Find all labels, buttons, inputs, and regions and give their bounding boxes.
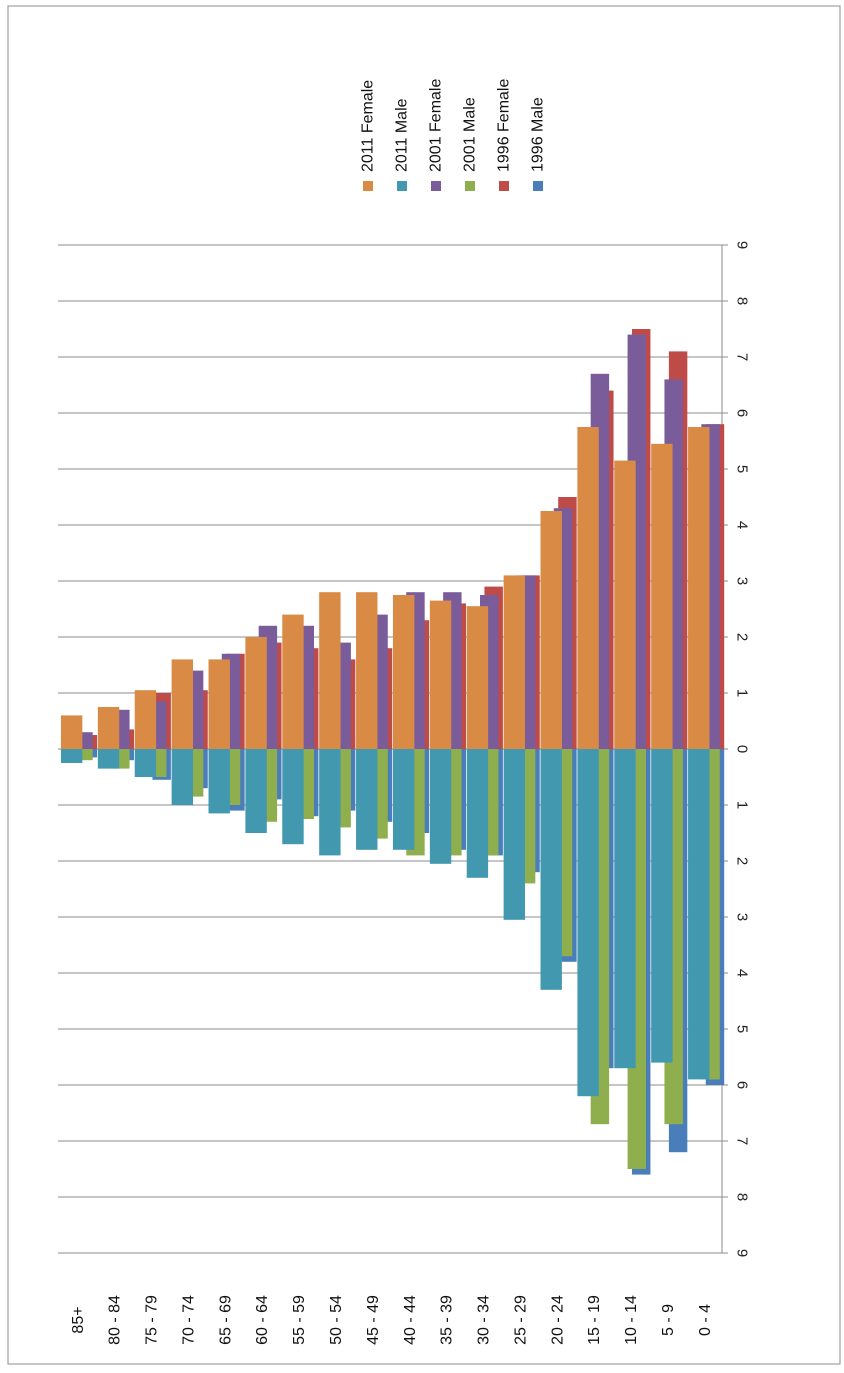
bar-2011-female-60-64 bbox=[245, 637, 267, 749]
bar-2011-female-30-34 bbox=[466, 606, 489, 749]
legend-swatch-2001-female bbox=[431, 181, 441, 191]
bar-2011-male-60-64 bbox=[245, 749, 267, 833]
bar-2011-female-0-4 bbox=[688, 427, 710, 749]
bar-2011-female-55-59 bbox=[282, 614, 304, 749]
bar-2011-female-80-84 bbox=[97, 707, 120, 749]
category-label: 70 - 74 bbox=[180, 1295, 197, 1345]
tick-label: 3 bbox=[734, 577, 751, 585]
legend-label-2011-male: 2011 Male bbox=[394, 98, 411, 172]
category-label: 35 - 39 bbox=[439, 1295, 456, 1345]
bar-2011-male-20-24 bbox=[540, 749, 562, 990]
bar-2011-male-85 bbox=[60, 749, 83, 763]
legend-label-2001-male: 2001 Male bbox=[462, 97, 479, 172]
legend-swatch-2001-male bbox=[465, 181, 475, 191]
tick-label: 6 bbox=[734, 409, 751, 417]
category-label: 5 - 9 bbox=[660, 1304, 677, 1336]
category-label: 65 - 69 bbox=[217, 1295, 234, 1345]
bar-2011-male-70-74 bbox=[171, 749, 194, 805]
tick-label: 7 bbox=[734, 1137, 751, 1145]
category-label: 0 - 4 bbox=[697, 1304, 714, 1336]
bar-2011-male-0-4 bbox=[688, 749, 710, 1080]
legend-label-2001-female: 2001 Female bbox=[428, 79, 445, 172]
bar-2011-female-10-14 bbox=[614, 460, 636, 749]
bar-2011-female-40-44 bbox=[392, 595, 415, 749]
tick-label: 3 bbox=[734, 913, 751, 921]
category-label: 80 - 84 bbox=[107, 1295, 124, 1345]
category-label: 60 - 64 bbox=[254, 1295, 271, 1345]
bar-2011-male-15-19 bbox=[577, 749, 599, 1097]
bar-2011-male-65-69 bbox=[208, 749, 230, 814]
category-labels: 85+ 80 - 84 75 - 79 70 - 74 65 - 69 60 - 64 55… bbox=[70, 1295, 714, 1345]
legend-swatch-2011-female bbox=[363, 181, 373, 191]
legend-label-1996-female: 1996 Female bbox=[496, 79, 513, 172]
tick-label: 4 bbox=[734, 521, 751, 529]
bar-2011-male-5-9 bbox=[651, 749, 673, 1063]
bars bbox=[60, 329, 725, 1175]
legend-swatch-1996-female bbox=[499, 181, 509, 191]
bar-2011-male-50-54 bbox=[319, 749, 341, 856]
category-label: 30 - 34 bbox=[476, 1295, 493, 1345]
bar-2011-female-70-74 bbox=[171, 659, 194, 749]
category-label: 15 - 19 bbox=[586, 1295, 603, 1345]
bar-2011-male-30-34 bbox=[466, 749, 489, 878]
tick-label: 8 bbox=[734, 297, 751, 305]
tick-label: 4 bbox=[734, 969, 751, 977]
bar-2011-female-45-49 bbox=[356, 592, 378, 749]
category-label: 55 - 59 bbox=[291, 1295, 308, 1345]
tick-label: 8 bbox=[734, 1193, 751, 1201]
tick-label: 0 bbox=[734, 745, 751, 753]
bar-2011-female-50-54 bbox=[319, 592, 341, 749]
tick-label: 1 bbox=[734, 801, 751, 809]
category-label: 75 - 79 bbox=[144, 1295, 161, 1345]
tick-label: 1 bbox=[734, 689, 751, 697]
tick-label: 2 bbox=[734, 633, 751, 641]
tick-label: 7 bbox=[734, 353, 751, 361]
legend-label-2011-female: 2011 Female bbox=[360, 80, 377, 172]
bar-2011-female-20-24 bbox=[540, 511, 562, 749]
bar-2011-female-85 bbox=[60, 715, 83, 749]
bar-2011-female-15-19 bbox=[577, 427, 599, 749]
category-label: 10 - 14 bbox=[623, 1295, 640, 1345]
bar-2011-female-65-69 bbox=[208, 659, 230, 749]
bar-2011-male-35-39 bbox=[429, 749, 452, 864]
tick-label: 5 bbox=[734, 465, 751, 473]
bar-2011-male-80-84 bbox=[97, 749, 120, 769]
category-label: 20 - 24 bbox=[549, 1295, 566, 1345]
bar-2011-male-45-49 bbox=[356, 749, 378, 850]
category-label: 25 - 29 bbox=[512, 1295, 529, 1345]
tick-label: 6 bbox=[734, 1081, 751, 1089]
legend: 2011 Female 2011 Male 2001 Female 2001 Male… bbox=[360, 79, 547, 191]
legend-label-1996-male: 1996 Male bbox=[530, 97, 547, 172]
bar-2001-male-85 bbox=[74, 749, 93, 761]
bar-2011-male-75-79 bbox=[134, 749, 157, 777]
bar-2011-male-10-14 bbox=[614, 749, 636, 1069]
bar-2011-male-55-59 bbox=[282, 749, 304, 845]
category-label: 85+ bbox=[70, 1306, 87, 1333]
tick-label: 2 bbox=[734, 857, 751, 865]
tick-label: 9 bbox=[734, 241, 751, 249]
category-label: 45 - 49 bbox=[365, 1295, 382, 1345]
category-label: 50 - 54 bbox=[328, 1295, 345, 1345]
category-label: 40 - 44 bbox=[402, 1295, 419, 1345]
legend-swatch-2011-male bbox=[397, 181, 407, 191]
tick-label: 5 bbox=[734, 1025, 751, 1033]
bar-2011-female-5-9 bbox=[651, 443, 673, 749]
tick-label: 9 bbox=[734, 1249, 751, 1257]
bar-2011-female-35-39 bbox=[429, 600, 452, 749]
legend-swatch-1996-male bbox=[533, 181, 543, 191]
bar-2011-male-40-44 bbox=[392, 749, 415, 850]
bar-2011-female-75-79 bbox=[134, 690, 157, 749]
bar-2011-female-25-29 bbox=[503, 575, 526, 749]
bar-2011-male-25-29 bbox=[503, 749, 526, 920]
chart-frame bbox=[7, 5, 841, 1365]
value-axis-ticks: 9 8 7 6 5 4 3 2 1 0 1 2 3 4 5 6 7 8 9 bbox=[734, 241, 751, 1257]
